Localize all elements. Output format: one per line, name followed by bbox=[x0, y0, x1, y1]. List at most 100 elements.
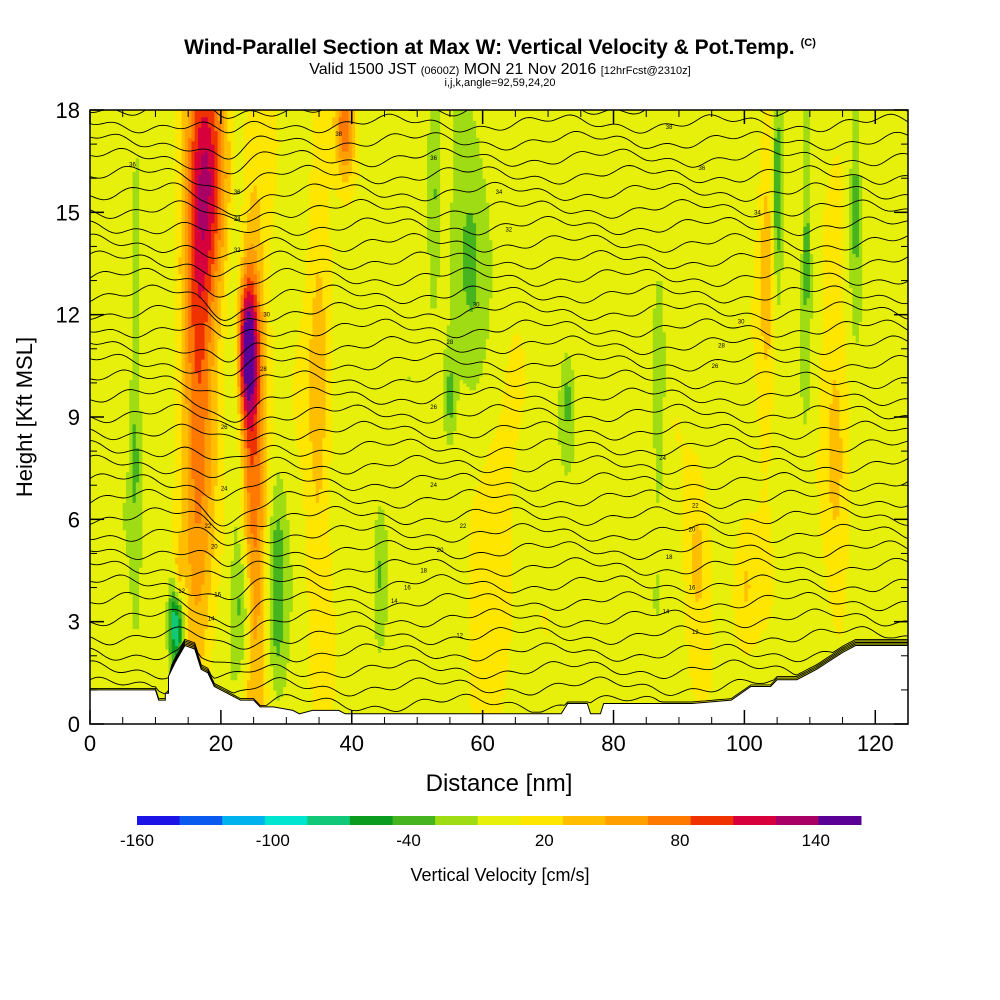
isentrope-label: 16 bbox=[404, 586, 411, 592]
isentrope-label: 28 bbox=[447, 340, 454, 346]
isentrope-label: 20 bbox=[437, 548, 444, 554]
isentrope-line bbox=[90, 335, 908, 363]
isentrope-label: 18 bbox=[420, 569, 427, 575]
isentrope-line bbox=[90, 215, 908, 236]
isentrope-line bbox=[90, 640, 908, 680]
isentrope-label: 32 bbox=[505, 227, 512, 233]
y-tick-label: 0 bbox=[68, 712, 80, 737]
isentrope-line bbox=[90, 250, 908, 277]
isentrope-line bbox=[90, 267, 908, 298]
isentrope-line bbox=[90, 557, 908, 579]
x-tick-label: 100 bbox=[726, 731, 763, 756]
isentrope-line bbox=[90, 369, 908, 398]
colorbar-swatch bbox=[349, 816, 394, 825]
isentrope-line bbox=[90, 488, 908, 527]
isentrope-label: 34 bbox=[754, 210, 761, 216]
isentrope-label: 12 bbox=[456, 633, 463, 639]
chart-indices: i,j,k,angle=92,59,24,20 bbox=[444, 77, 556, 89]
isentropes bbox=[90, 110, 908, 713]
colorbar-tick-label: 20 bbox=[535, 831, 554, 850]
isentrope-line bbox=[90, 403, 908, 431]
isentrope-label: 14 bbox=[208, 616, 215, 622]
isentrope-line bbox=[90, 301, 908, 327]
isentrope-line bbox=[90, 625, 908, 650]
isentrope-line bbox=[90, 110, 908, 119]
isentrope-line bbox=[90, 454, 908, 479]
isentrope-line bbox=[90, 608, 908, 638]
isentrope-label: 30 bbox=[738, 320, 745, 326]
colorbar-swatch bbox=[392, 816, 436, 825]
isentrope-line bbox=[90, 540, 908, 567]
copyright-mark: (C) bbox=[800, 37, 816, 49]
colorbar-swatch bbox=[264, 816, 308, 825]
chart-subtitle: Valid 1500 JST (0600Z) MON 21 Nov 2016 [… bbox=[309, 61, 691, 78]
isentrope-line bbox=[90, 233, 908, 259]
colorbar-tick-label: -100 bbox=[256, 831, 290, 850]
isentrope-line bbox=[90, 352, 908, 377]
isentrope-label: 24 bbox=[659, 456, 666, 462]
y-tick-label: 3 bbox=[68, 610, 80, 635]
isentrope-label: 22 bbox=[692, 504, 699, 510]
isentrope-label: 24 bbox=[221, 487, 228, 493]
isentrope-line bbox=[90, 130, 908, 160]
isentrope-line bbox=[90, 437, 908, 460]
colorbar-swatch bbox=[690, 816, 734, 825]
isentrope-line bbox=[90, 318, 908, 339]
colorbar-swatch bbox=[818, 816, 862, 825]
isentrope-line bbox=[90, 471, 908, 501]
isentrope-line bbox=[90, 181, 908, 217]
colorbar-tick-label: -160 bbox=[120, 831, 154, 850]
isentrope-label: 14 bbox=[391, 599, 398, 605]
isentrope-line bbox=[90, 198, 908, 223]
x-tick-label: 60 bbox=[470, 731, 494, 756]
colorbar-label: Vertical Velocity [cm/s] bbox=[410, 865, 589, 885]
isentrope-labels: 36 36 34 32 38 36 34 32 30 38 36 34 30 28 28 30 28 26 26 26… bbox=[129, 125, 761, 639]
isentrope-label: 32 bbox=[234, 248, 241, 254]
isentrope-line bbox=[90, 113, 908, 134]
isentrope-line bbox=[90, 643, 908, 713]
chart-title: Wind-Parallel Section at Max W: Vertical… bbox=[184, 36, 816, 59]
plot-area: 36 36 34 32 38 36 34 32 30 38 36 34 30 28 28 30 28 26 26 26… bbox=[90, 110, 908, 724]
isentrope-label: 30 bbox=[263, 313, 270, 319]
isentrope-label: 36 bbox=[699, 166, 706, 172]
isentrope-label: 26 bbox=[221, 425, 228, 431]
isentrope-label: 22 bbox=[204, 524, 211, 530]
isentrope-line bbox=[90, 523, 908, 546]
isentrope-label: 18 bbox=[666, 555, 673, 561]
isentrope-label: 28 bbox=[260, 367, 267, 373]
isentrope-label: 26 bbox=[712, 364, 719, 370]
isentrope-label: 28 bbox=[718, 343, 725, 349]
isentrope-label: 24 bbox=[430, 483, 437, 489]
colorbar-swatch bbox=[435, 816, 479, 825]
y-tick-label: 18 bbox=[56, 98, 80, 123]
x-tick-label: 20 bbox=[209, 731, 233, 756]
isentrope-label: 30 bbox=[473, 302, 480, 308]
x-tick-label: 80 bbox=[601, 731, 625, 756]
colorbar-swatch bbox=[562, 816, 606, 825]
isentrope-line bbox=[90, 147, 908, 175]
isentrope-line bbox=[90, 420, 908, 442]
y-tick-label: 6 bbox=[68, 507, 80, 532]
isentrope-line bbox=[90, 641, 908, 697]
isentrope-label: 36 bbox=[430, 156, 437, 162]
isentrope-line bbox=[90, 164, 908, 195]
colorbar-swatch bbox=[775, 816, 819, 825]
colorbar: -160 -100 -40 20 80 140 bbox=[120, 816, 862, 850]
isentrope-label: 22 bbox=[460, 524, 467, 530]
isentrope-label: 14 bbox=[663, 609, 670, 615]
colorbar-swatch bbox=[605, 816, 649, 825]
isentrope-label: 12 bbox=[178, 589, 185, 595]
isentrope-label: 36 bbox=[234, 190, 241, 196]
colorbar-swatch bbox=[222, 816, 266, 825]
isentrope-label: 20 bbox=[211, 545, 218, 551]
isentrope-label: 16 bbox=[689, 586, 696, 592]
x-tick-label: 40 bbox=[340, 731, 364, 756]
colorbar-swatch bbox=[733, 816, 777, 825]
x-tick-label: 0 bbox=[84, 731, 96, 756]
x-tick-label: 120 bbox=[857, 731, 894, 756]
isentrope-label: 20 bbox=[689, 528, 696, 534]
isentrope-label: 38 bbox=[335, 132, 342, 138]
isentrope-label: 34 bbox=[496, 190, 503, 196]
isentrope-label: 26 bbox=[430, 405, 437, 411]
